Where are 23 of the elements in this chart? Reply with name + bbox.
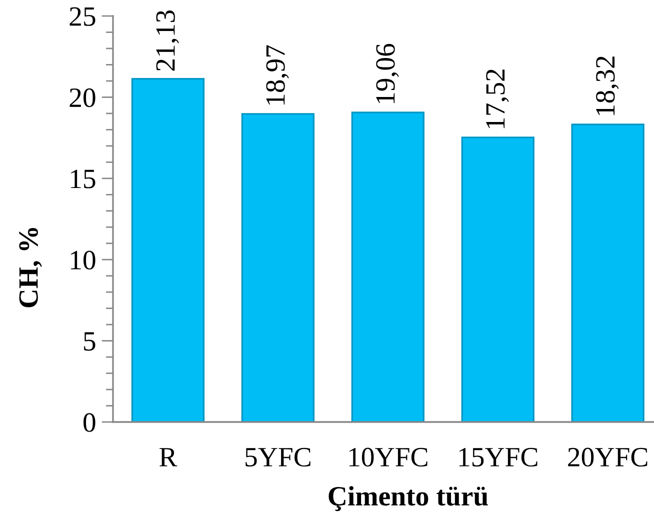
bar <box>571 124 644 422</box>
x-tick-label: R <box>160 448 178 466</box>
y-tick-label: 20 <box>70 88 96 108</box>
data-label: 17,52 <box>486 70 509 128</box>
x-tick-label: 5YFC <box>246 448 310 467</box>
x-tick-label: 15YFC <box>459 448 538 467</box>
x-axis-title: Çimento türü <box>328 486 488 512</box>
x-tick-label: 20YFC <box>568 448 648 467</box>
bar <box>351 112 424 422</box>
data-label: 18,97 <box>266 45 289 105</box>
bar <box>131 78 205 422</box>
y-axis-title: CH, % <box>19 228 42 308</box>
data-label: 19,06 <box>376 44 399 104</box>
y-tick-label: 5 <box>84 332 96 351</box>
y-tick-label: 10 <box>71 250 96 270</box>
data-label: 21,13 <box>156 10 179 71</box>
y-tick-label: 0 <box>84 413 96 432</box>
y-tick-label: 25 <box>70 7 96 26</box>
bar <box>241 113 315 422</box>
data-label: 18,32 <box>596 56 619 116</box>
x-tick-label: 10YFC <box>349 448 428 467</box>
y-tick-label: 15 <box>71 170 96 188</box>
bar <box>461 136 534 422</box>
